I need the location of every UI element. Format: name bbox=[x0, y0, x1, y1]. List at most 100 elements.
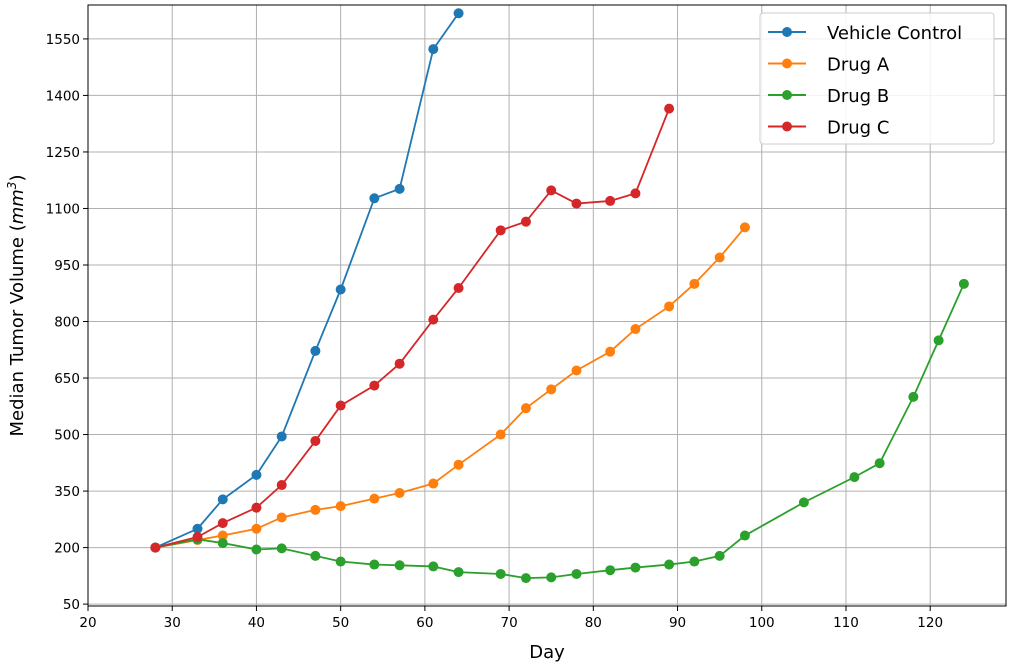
x-tick-label: 50 bbox=[332, 615, 349, 631]
data-point bbox=[630, 324, 641, 335]
data-point bbox=[369, 559, 380, 570]
y-tick-label: 200 bbox=[54, 541, 80, 557]
data-point bbox=[495, 568, 506, 579]
legend-label: Vehicle Control bbox=[827, 23, 962, 44]
series-line bbox=[155, 226, 746, 549]
data-point bbox=[217, 494, 228, 505]
legend-item: Vehicle Control bbox=[768, 23, 962, 44]
data-point bbox=[908, 391, 919, 402]
series-layer bbox=[150, 8, 969, 584]
series-drug-a bbox=[150, 222, 750, 553]
data-point bbox=[689, 556, 700, 567]
data-point bbox=[369, 380, 380, 391]
legend-item: Drug B bbox=[768, 86, 889, 107]
data-point bbox=[428, 561, 439, 572]
data-point bbox=[605, 346, 616, 357]
data-point bbox=[958, 278, 969, 289]
series-line bbox=[155, 283, 965, 580]
y-axis-title-main: Median Tumor Volume ( bbox=[7, 224, 28, 436]
data-point bbox=[251, 502, 262, 513]
legend-swatch-marker bbox=[782, 27, 792, 37]
data-point bbox=[849, 472, 860, 483]
y-axis-title: Median Tumor Volume (mm3) bbox=[5, 175, 28, 437]
data-point bbox=[276, 480, 287, 491]
data-point bbox=[310, 504, 321, 515]
axis-ticks: 20 30 40 50 60 70 80 90 100 110 120 50 200 350 500 650 8… bbox=[46, 32, 943, 631]
data-point bbox=[571, 198, 582, 209]
data-point bbox=[664, 103, 675, 114]
x-tick-label: 80 bbox=[585, 615, 602, 631]
data-point bbox=[394, 183, 405, 194]
x-tick-label: 90 bbox=[669, 615, 686, 631]
x-tick-label: 70 bbox=[501, 615, 518, 631]
series-vehicle-control bbox=[150, 8, 464, 553]
y-tick-label: 1400 bbox=[46, 88, 80, 104]
data-point bbox=[605, 195, 616, 206]
legend-label: Drug B bbox=[827, 86, 889, 107]
x-tick-label: 40 bbox=[248, 615, 265, 631]
data-point bbox=[251, 469, 262, 480]
y-tick-label: 350 bbox=[54, 484, 80, 500]
data-point bbox=[310, 435, 321, 446]
data-point bbox=[453, 8, 464, 19]
data-point bbox=[689, 278, 700, 289]
data-point bbox=[546, 572, 557, 583]
data-point bbox=[369, 193, 380, 204]
data-point bbox=[369, 493, 380, 504]
data-point bbox=[276, 431, 287, 442]
legend-item: Drug A bbox=[768, 55, 890, 76]
data-point bbox=[394, 358, 405, 369]
data-point bbox=[251, 544, 262, 555]
data-point bbox=[520, 403, 531, 414]
y-tick-label: 50 bbox=[63, 597, 80, 613]
data-point bbox=[335, 284, 346, 295]
x-tick-label: 30 bbox=[164, 615, 181, 631]
y-tick-label: 1100 bbox=[46, 201, 80, 217]
data-point bbox=[453, 282, 464, 293]
data-point bbox=[217, 518, 228, 529]
data-point bbox=[798, 497, 809, 508]
data-point bbox=[739, 530, 750, 541]
data-point bbox=[571, 365, 582, 376]
data-point bbox=[495, 429, 506, 440]
data-point bbox=[276, 543, 287, 554]
data-point bbox=[335, 556, 346, 567]
data-point bbox=[546, 384, 557, 395]
data-point bbox=[217, 530, 228, 541]
data-point bbox=[546, 185, 557, 196]
y-tick-label: 650 bbox=[54, 371, 80, 387]
data-point bbox=[310, 550, 321, 561]
data-point bbox=[495, 225, 506, 236]
data-point bbox=[664, 301, 675, 312]
plot-frame bbox=[87, 4, 1007, 607]
x-tick-label: 110 bbox=[833, 615, 859, 631]
x-tick-label: 100 bbox=[749, 615, 775, 631]
data-point bbox=[335, 400, 346, 411]
data-point bbox=[428, 44, 439, 55]
data-point bbox=[714, 252, 725, 263]
legend-label: Drug C bbox=[827, 118, 889, 139]
data-point bbox=[453, 459, 464, 470]
data-point bbox=[428, 478, 439, 489]
data-point bbox=[394, 560, 405, 571]
data-point bbox=[933, 335, 944, 346]
data-point bbox=[739, 222, 750, 233]
series-line bbox=[155, 108, 670, 549]
legend-item: Drug C bbox=[768, 118, 889, 139]
data-point bbox=[428, 314, 439, 325]
data-point bbox=[630, 188, 641, 199]
y-tick-label: 500 bbox=[54, 428, 80, 444]
series-line bbox=[155, 12, 460, 549]
data-point bbox=[874, 458, 885, 469]
series-drug-b bbox=[150, 278, 969, 584]
data-point bbox=[664, 559, 675, 570]
data-point bbox=[520, 573, 531, 584]
data-point bbox=[630, 562, 641, 573]
x-tick-label: 60 bbox=[416, 615, 433, 631]
legend-swatch-marker bbox=[782, 121, 792, 132]
x-axis-title: Day bbox=[529, 642, 565, 663]
y-tick-label: 950 bbox=[54, 258, 80, 274]
legend-label: Drug A bbox=[827, 55, 890, 76]
